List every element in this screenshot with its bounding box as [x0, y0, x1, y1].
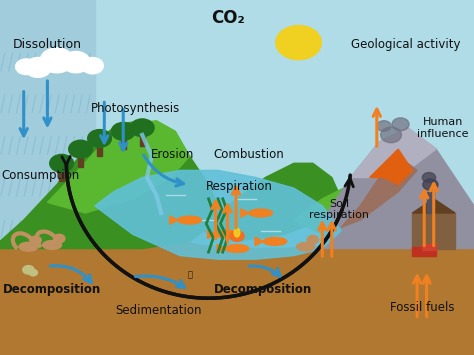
Circle shape [377, 121, 391, 131]
Polygon shape [190, 163, 341, 241]
Text: Sedimentation: Sedimentation [116, 304, 202, 317]
Ellipse shape [19, 242, 38, 251]
Polygon shape [294, 185, 379, 234]
Text: Geological activity: Geological activity [350, 38, 460, 51]
Polygon shape [0, 121, 218, 248]
Circle shape [82, 58, 103, 74]
Polygon shape [217, 244, 225, 253]
Circle shape [392, 118, 409, 131]
Polygon shape [241, 209, 249, 217]
Circle shape [381, 127, 401, 143]
Polygon shape [0, 234, 474, 355]
Polygon shape [95, 170, 341, 259]
Bar [0, 0, 95, 248]
Text: 🐟: 🐟 [187, 271, 192, 280]
Circle shape [130, 119, 154, 137]
Text: Soil
respiration: Soil respiration [309, 199, 369, 220]
Bar [140, 131, 145, 146]
Text: Photosynthesis: Photosynthesis [91, 102, 180, 115]
Ellipse shape [43, 241, 62, 249]
Bar [0, 248, 474, 355]
Circle shape [16, 59, 36, 75]
Circle shape [422, 173, 436, 182]
Text: Erosion: Erosion [151, 148, 195, 161]
Bar [427, 192, 434, 213]
Circle shape [30, 236, 41, 245]
Polygon shape [341, 156, 417, 227]
Bar [78, 153, 83, 167]
Circle shape [276, 26, 321, 60]
Text: Combustion: Combustion [213, 148, 284, 161]
Polygon shape [322, 128, 474, 248]
Circle shape [54, 234, 65, 243]
Bar [412, 247, 436, 256]
Circle shape [50, 154, 73, 172]
Polygon shape [208, 230, 216, 239]
Polygon shape [47, 121, 190, 213]
Text: Human
influence: Human influence [418, 117, 469, 138]
Bar [121, 135, 126, 149]
Bar [412, 213, 455, 248]
Polygon shape [370, 149, 412, 185]
Ellipse shape [263, 237, 287, 245]
Circle shape [230, 231, 244, 241]
Text: Dissolution: Dissolution [13, 38, 82, 51]
Bar [422, 244, 436, 250]
Ellipse shape [234, 228, 240, 237]
Circle shape [25, 58, 51, 77]
Circle shape [307, 235, 319, 244]
Polygon shape [351, 128, 436, 178]
Text: CO₂: CO₂ [210, 9, 245, 27]
Circle shape [88, 130, 111, 147]
Bar [0, 0, 474, 248]
Text: Fossil fuels: Fossil fuels [390, 301, 454, 313]
Polygon shape [255, 237, 263, 246]
Ellipse shape [225, 245, 249, 252]
Ellipse shape [216, 230, 239, 238]
Ellipse shape [178, 216, 201, 224]
Circle shape [111, 122, 135, 140]
Circle shape [69, 140, 92, 158]
Polygon shape [170, 216, 178, 224]
Text: Consumption: Consumption [1, 169, 80, 182]
Circle shape [40, 48, 73, 73]
Circle shape [29, 269, 37, 276]
Text: Decomposition: Decomposition [214, 283, 312, 296]
Ellipse shape [249, 209, 273, 217]
Bar [97, 142, 102, 156]
Text: Respiration: Respiration [206, 180, 273, 193]
Circle shape [23, 266, 34, 274]
Polygon shape [412, 199, 455, 213]
Text: Decomposition: Decomposition [3, 283, 101, 296]
Ellipse shape [297, 242, 315, 251]
Circle shape [62, 51, 90, 73]
Circle shape [423, 179, 438, 190]
Bar [59, 167, 64, 181]
